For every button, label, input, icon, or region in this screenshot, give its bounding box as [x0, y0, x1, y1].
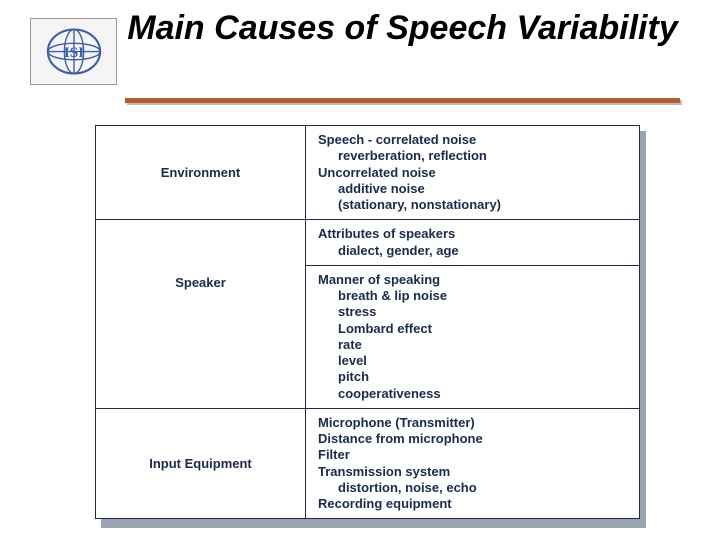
globe-icon: ISI	[39, 24, 109, 79]
desc-input-equipment: Microphone (Transmitter) Distance from m…	[306, 408, 640, 519]
table-row: Input Equipment Microphone (Transmitter)…	[96, 408, 640, 519]
desc-environment: Speech - correlated noise reverberation,…	[306, 126, 640, 220]
desc-speaker: Manner of speaking breath & lip noise st…	[306, 265, 640, 408]
svg-text:ISI: ISI	[63, 45, 83, 61]
table-row: Speaker Manner of speaking breath & lip …	[96, 265, 640, 408]
category-speaker: Speaker	[96, 265, 306, 408]
desc-attributes: Attributes of speakers dialect, gender, …	[306, 220, 640, 266]
isi-globe-logo: ISI	[30, 18, 117, 85]
causes-table-wrap: Environment Speech - correlated noise re…	[95, 125, 640, 519]
category-speaker-upper	[96, 220, 306, 266]
page-title: Main Causes of Speech Variability	[125, 10, 680, 47]
table-row: Environment Speech - correlated noise re…	[96, 126, 640, 220]
category-environment: Environment	[96, 126, 306, 220]
category-input-equipment: Input Equipment	[96, 408, 306, 519]
title-underline	[125, 98, 680, 103]
causes-table: Environment Speech - correlated noise re…	[95, 125, 640, 519]
table-row: Attributes of speakers dialect, gender, …	[96, 220, 640, 266]
